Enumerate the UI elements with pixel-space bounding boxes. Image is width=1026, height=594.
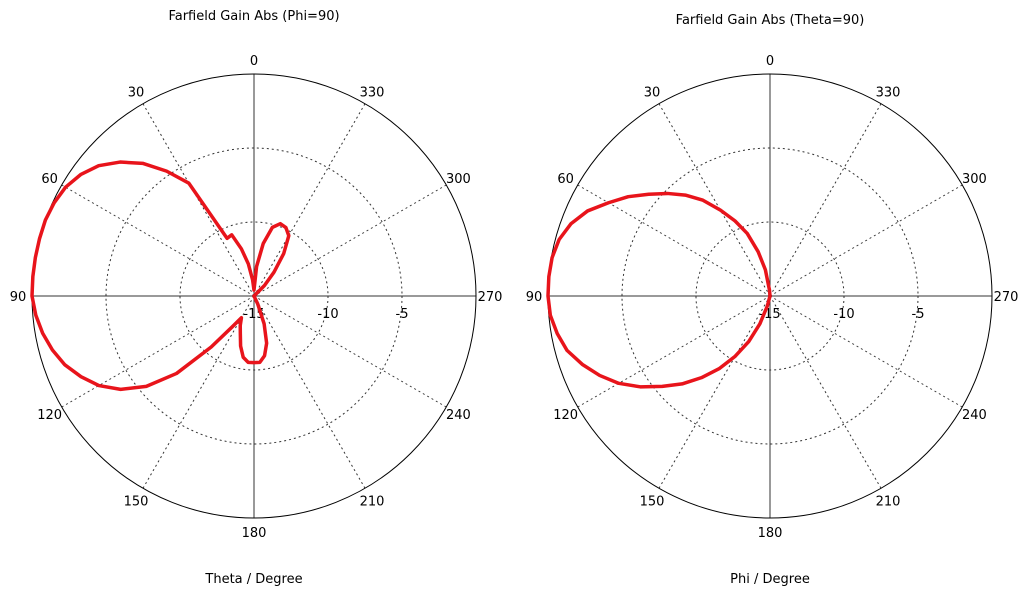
angle-tick-label: 240	[446, 408, 471, 423]
angle-tick-label: 120	[553, 408, 578, 423]
angle-tick-label: 150	[640, 494, 665, 509]
angle-tick-label: 330	[360, 86, 385, 101]
chart-title: Farfield Gain Abs (Phi=90)	[168, 9, 339, 24]
angle-tick-label: 120	[37, 408, 62, 423]
angle-tick-label: 270	[478, 290, 503, 305]
angle-tick-label: 300	[446, 172, 471, 187]
angle-tick-label: 330	[876, 86, 901, 101]
angle-tick-label: 270	[994, 290, 1019, 305]
angle-tick-label: 150	[124, 494, 149, 509]
gain-pattern-line	[546, 191, 772, 389]
chart-left: Farfield Gain Abs (Phi=90) Theta / Degre…	[168, 9, 339, 587]
grid-spoke	[142, 295, 255, 489]
grid-spoke	[658, 103, 771, 297]
radial-tick-label: -10	[833, 307, 854, 322]
angle-tick-label: 90	[10, 290, 27, 305]
grid-spoke	[253, 295, 447, 408]
grid-spoke	[61, 295, 255, 408]
grid-spoke	[253, 295, 366, 489]
gain-pattern-line	[30, 160, 291, 392]
grid-spoke	[61, 184, 255, 297]
angle-tick-label: 0	[766, 54, 774, 69]
chart-title: Farfield Gain Abs (Theta=90)	[676, 13, 865, 28]
grid-spoke	[769, 184, 963, 297]
radial-tick-label: -5	[396, 307, 409, 322]
chart-xlabel: Phi / Degree	[730, 572, 810, 587]
grid-spoke	[769, 295, 963, 408]
angle-tick-label: 0	[250, 54, 258, 69]
chart-xlabel: Theta / Degree	[204, 572, 302, 587]
angle-tick-label: 90	[526, 290, 543, 305]
radial-tick-label: -5	[912, 307, 925, 322]
angle-tick-label: 60	[41, 172, 58, 187]
grid-spoke	[658, 295, 771, 489]
angle-tick-label: 210	[876, 494, 901, 509]
angle-tick-label: 240	[962, 408, 987, 423]
grid-spoke	[253, 184, 447, 297]
radial-tick-label: -10	[317, 307, 338, 322]
grid-spoke	[769, 103, 882, 297]
grid-spoke	[769, 295, 882, 489]
angle-tick-label: 30	[644, 86, 661, 101]
angle-tick-label: 30	[128, 86, 145, 101]
grid-spoke	[577, 295, 771, 408]
angle-tick-label: 180	[758, 526, 783, 541]
angle-tick-label: 210	[360, 494, 385, 509]
grid-spoke	[253, 103, 366, 297]
angle-tick-label: 300	[962, 172, 987, 187]
angle-tick-label: 60	[557, 172, 574, 187]
chart-right: Farfield Gain Abs (Theta=90) Phi / Degre…	[676, 13, 865, 587]
angle-tick-label: 180	[242, 526, 267, 541]
